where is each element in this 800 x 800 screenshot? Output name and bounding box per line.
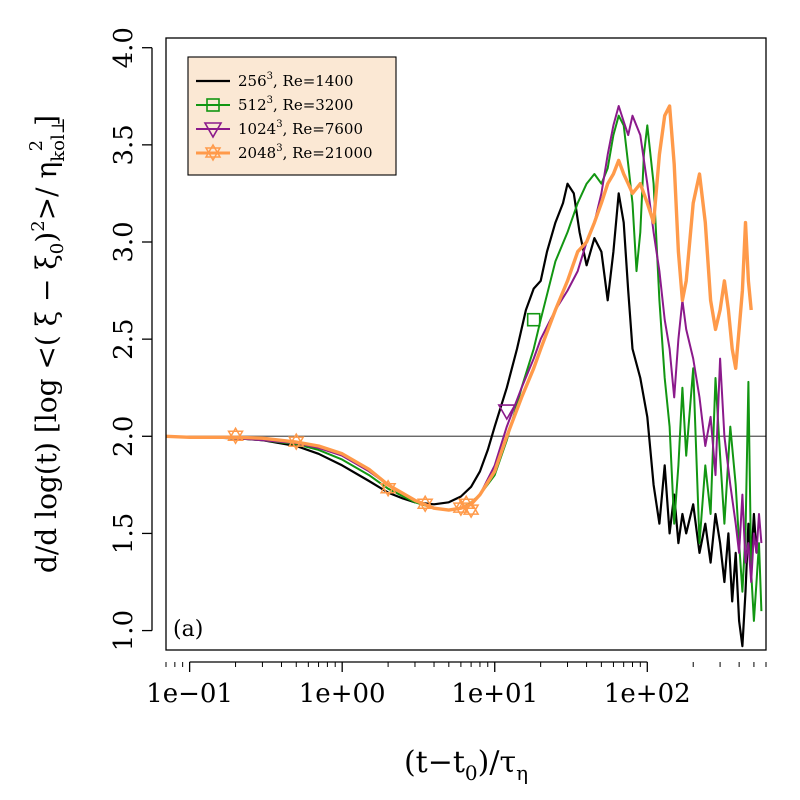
y-tick-label-4: 2.5 <box>109 318 139 359</box>
legend-marker <box>206 98 220 112</box>
x-tick-label-3: 1e+01 <box>451 679 538 709</box>
series-group <box>166 104 766 648</box>
legend-marker <box>204 143 222 162</box>
plot-area <box>166 104 766 648</box>
legend-marker <box>203 122 223 139</box>
y-tick-label-3: 2.0 <box>109 416 139 457</box>
x-tick-label-1: 1e−01 <box>146 679 233 709</box>
plot-frame <box>165 37 767 651</box>
panel-label: (a) <box>173 617 203 642</box>
legend-box <box>187 56 397 176</box>
legend-entry-1: 2563, Re=1400 <box>196 71 353 90</box>
legend: 2563, Re=1400 5123, Re=3200 10243, Re=7600… <box>187 56 397 176</box>
y-tick-label-6: 3.5 <box>109 124 139 165</box>
y-axis-label: d/d log(t) [log <( ξ − ξ0)2>/ ηkol⊥2] <box>26 115 69 573</box>
series-4-marker-3 <box>379 479 397 498</box>
series-line-1 <box>166 182 758 648</box>
series-4-marker-4 <box>416 494 434 513</box>
legend-entry-4: 20483, Re=21000 <box>196 143 373 162</box>
y-tick-label-5: 3.0 <box>109 221 139 262</box>
legend-entry-2: 5123, Re=3200 <box>196 95 353 114</box>
series-4-marker-2 <box>287 432 305 451</box>
series-4-marker-7 <box>462 500 480 519</box>
y-tick-label-2: 1.5 <box>109 513 139 554</box>
series-2-marker-1 <box>526 312 541 327</box>
legend-entry-3: 10243, Re=7600 <box>196 119 363 139</box>
series-4-marker-1 <box>227 426 244 445</box>
legend-label: 20483, Re=21000 <box>238 143 373 162</box>
series-3-marker-1 <box>497 404 517 421</box>
x-tick-label-2: 1e+00 <box>299 679 386 709</box>
x-tick-label-4: 1e+02 <box>604 679 691 709</box>
axes: 1e−01 1e+00 1e+01 1e+02 1.0 1.5 2.0 2.5 3.0 3.5 4.… <box>109 27 767 709</box>
legend-label: 5123, Re=3200 <box>238 95 353 114</box>
x-axis-label: (t−t0)/τη <box>404 745 528 785</box>
legend-label: 10243, Re=7600 <box>238 119 363 138</box>
y-tick-label-7: 4.0 <box>109 27 139 68</box>
y-tick-label-1: 1.0 <box>109 610 139 651</box>
legend-label: 2563, Re=1400 <box>238 71 353 90</box>
